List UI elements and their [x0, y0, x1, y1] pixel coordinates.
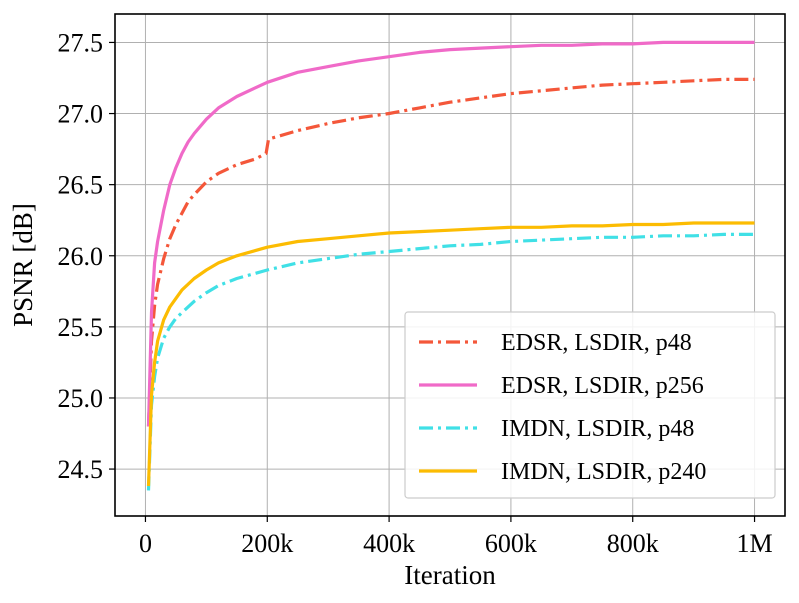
- legend-label-4: IMDN, LSDIR, p240: [501, 459, 706, 485]
- y-tick-label: 27.0: [58, 100, 104, 129]
- x-tick-label: 600k: [485, 529, 537, 558]
- series-line-1: [146, 77, 755, 427]
- y-tick-label: 25.0: [58, 384, 104, 413]
- x-tick-label: 400k: [363, 529, 415, 558]
- x-tick-label: 0: [139, 529, 152, 558]
- series-line-4: [146, 221, 755, 487]
- x-axis-label: Iteration: [404, 560, 496, 590]
- legend-label-1: EDSR, LSDIR, p48: [501, 330, 692, 356]
- y-tick-label: 25.5: [58, 313, 104, 342]
- legend-box: [404, 311, 776, 499]
- y-tick-label: 26.0: [58, 242, 104, 271]
- legend-label-3: IMDN, LSDIR, p48: [501, 416, 694, 442]
- x-tick-label: 200k: [241, 529, 293, 558]
- y-tick-label: 27.5: [58, 28, 104, 57]
- y-tick-label: 26.5: [58, 171, 104, 200]
- series-line-3: [146, 232, 755, 491]
- series-line-2: [146, 40, 755, 427]
- plot-frame: [114, 13, 786, 517]
- legend: EDSR, LSDIR, p48 EDSR, LSDIR, p256 IMDN, L…: [404, 311, 776, 499]
- y-tick-label: 24.5: [58, 455, 104, 484]
- y-axis-label: PSNR [dB]: [8, 203, 38, 327]
- legend-label-2: EDSR, LSDIR, p256: [501, 373, 704, 399]
- ticks: 0 200k 400k 600k 800k 1M 24.5 25.0 25.5 26.0 26.5 2…: [58, 28, 773, 558]
- x-tick-label: 1M: [736, 529, 772, 558]
- x-tick-label: 800k: [607, 529, 659, 558]
- series-layer: [146, 40, 755, 491]
